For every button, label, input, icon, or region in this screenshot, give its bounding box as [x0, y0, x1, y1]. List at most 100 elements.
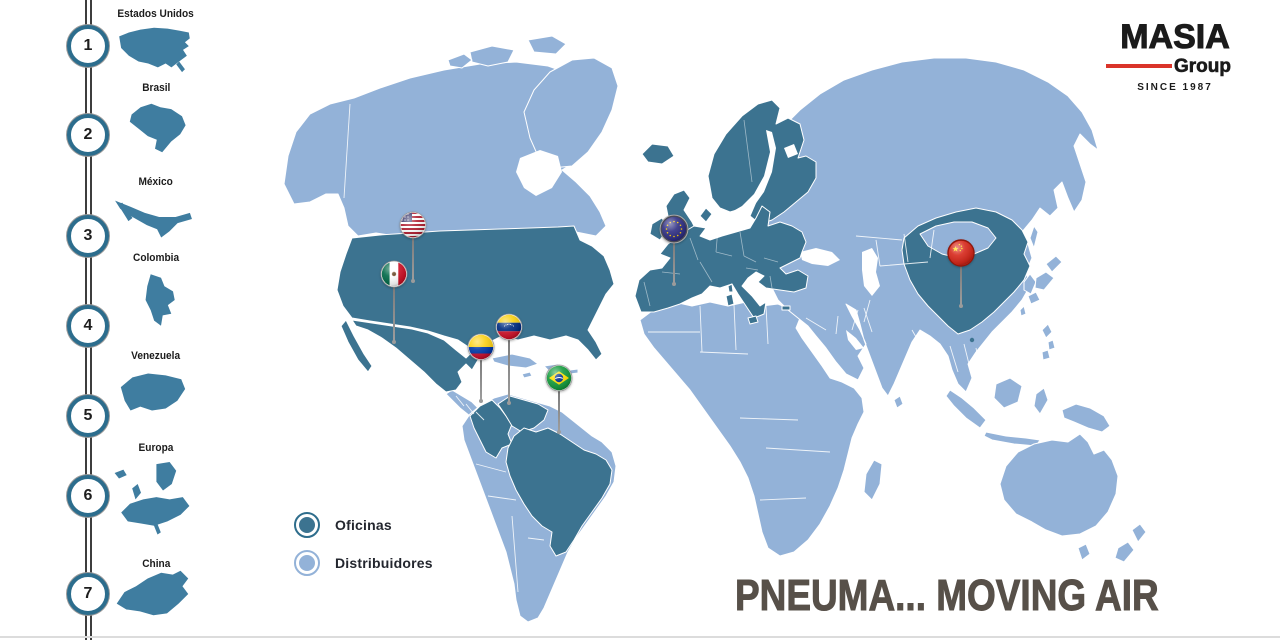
number-label: 1 — [83, 37, 93, 54]
pin-brasil[interactable] — [545, 364, 573, 474]
white-sea — [784, 144, 798, 158]
continent-africa — [639, 301, 865, 557]
country-denmark — [699, 207, 713, 223]
country-label: Venezuela — [131, 350, 181, 362]
usa-flag-icon — [399, 211, 427, 239]
hudson-bay — [516, 150, 562, 196]
legend-label: Oficinas — [335, 517, 392, 533]
sidebar-number-2: 2 — [67, 114, 109, 156]
black-sea — [800, 248, 840, 266]
country-venezuela — [497, 395, 549, 433]
sidebar-number-5: 5 — [67, 395, 109, 437]
country-philippines — [1041, 349, 1051, 361]
sidebar-item-europa: Europa — [100, 442, 212, 454]
country-iceland — [641, 143, 675, 165]
legend-item-oficinas: Oficinas — [294, 512, 433, 538]
island-crete — [781, 305, 791, 311]
island-jamaica — [521, 371, 533, 379]
china-flag-icon — [947, 239, 975, 267]
pin-stick — [557, 390, 561, 434]
island-new-guinea — [1061, 403, 1111, 433]
country-australia — [999, 433, 1119, 537]
country-label: Brasil — [141, 82, 171, 94]
sidebar-item-brasil: Brasil — [100, 82, 212, 94]
country-japan — [1034, 271, 1055, 291]
europe-internal-borders — [643, 119, 779, 307]
island-taiwan — [1019, 305, 1027, 317]
sidebar-item-estados-unidos: Estados Unidos — [100, 8, 212, 20]
country-korea — [1023, 273, 1037, 295]
map-legend: Oficinas Distribuidores — [294, 512, 433, 576]
number-label: 3 — [83, 227, 93, 244]
country-label: Europa — [138, 442, 174, 454]
pin-stick — [959, 265, 963, 308]
mexico-map-thumbnail — [115, 200, 192, 238]
island-madagascar — [863, 459, 883, 501]
island-java — [983, 431, 1041, 447]
pin-colombia[interactable] — [467, 333, 495, 443]
colombia-flag-icon — [467, 333, 495, 361]
venezuela-flag-icon — [495, 313, 523, 341]
island-sakhalin — [1029, 225, 1039, 249]
china-map-thumbnail — [116, 570, 189, 616]
island-sardinia — [725, 293, 735, 307]
colombia-map-thumbnail — [145, 274, 175, 326]
number-label: 2 — [83, 126, 93, 143]
pin-stick — [392, 286, 396, 344]
country-borders — [343, 103, 981, 593]
pin-stick — [507, 339, 511, 405]
island-sicily — [747, 315, 759, 325]
logo-brand-text: MASIA — [1120, 18, 1231, 56]
office-marker-icon — [294, 512, 320, 538]
country-canada-alaska — [283, 61, 607, 237]
country-colombia — [469, 399, 513, 459]
pin-estados-unidos[interactable] — [399, 211, 427, 323]
pin-europa[interactable] — [659, 214, 689, 324]
arctic-island — [527, 35, 567, 55]
sidebar-number-6: 6 — [67, 475, 109, 517]
country-mexico — [351, 319, 479, 393]
red-sea — [796, 322, 828, 366]
legend-item-distribuidores: Distribuidores — [294, 550, 433, 576]
island-hainan — [969, 337, 975, 343]
country-brazil — [505, 427, 613, 557]
venezuela-map-thumbnail — [120, 373, 186, 411]
persian-gulf — [846, 330, 864, 350]
sidebar-number-1: 1 — [67, 25, 109, 67]
country-label: México — [138, 176, 174, 188]
usa-map-thumbnail — [119, 27, 190, 73]
country-japan — [1027, 291, 1041, 305]
masia-group-logo: MASIA Group SINCE 1987 — [1100, 20, 1250, 93]
distributor-marker-icon — [294, 550, 320, 576]
logo-since-text: SINCE 1987 — [1137, 82, 1213, 93]
sidebar-item-venezuela: Venezuela — [100, 350, 212, 362]
caspian-sea — [862, 248, 880, 296]
pin-stick — [411, 237, 415, 283]
logo-group-text: Group — [1174, 56, 1232, 78]
pin-mexico[interactable] — [380, 260, 408, 384]
country-mexico-baja — [340, 319, 373, 373]
country-philippines — [1041, 323, 1053, 339]
baltic-sea — [714, 130, 776, 222]
island-sumatra — [945, 389, 987, 429]
sea-cutouts-2 — [714, 130, 798, 222]
country-japan — [1045, 255, 1063, 273]
region-scandinavia — [707, 99, 817, 225]
sidebar-number-7: 7 — [67, 573, 109, 615]
sea-cutouts — [516, 150, 880, 366]
country-philippines — [1047, 339, 1056, 351]
country-label: China — [141, 558, 171, 570]
pin-venezuela[interactable] — [495, 313, 523, 445]
bottom-divider — [0, 636, 1280, 638]
sidebar-item-mexico: México — [100, 176, 212, 188]
island-borneo — [993, 377, 1023, 409]
country-label: Colombia — [132, 252, 180, 264]
sidebar-item-china: China — [100, 558, 212, 570]
island-tasmania — [1077, 543, 1091, 561]
eu-flag-icon — [659, 214, 689, 244]
sidebar-number-3: 3 — [67, 215, 109, 257]
pin-china[interactable] — [947, 239, 975, 349]
number-label: 6 — [83, 487, 93, 504]
